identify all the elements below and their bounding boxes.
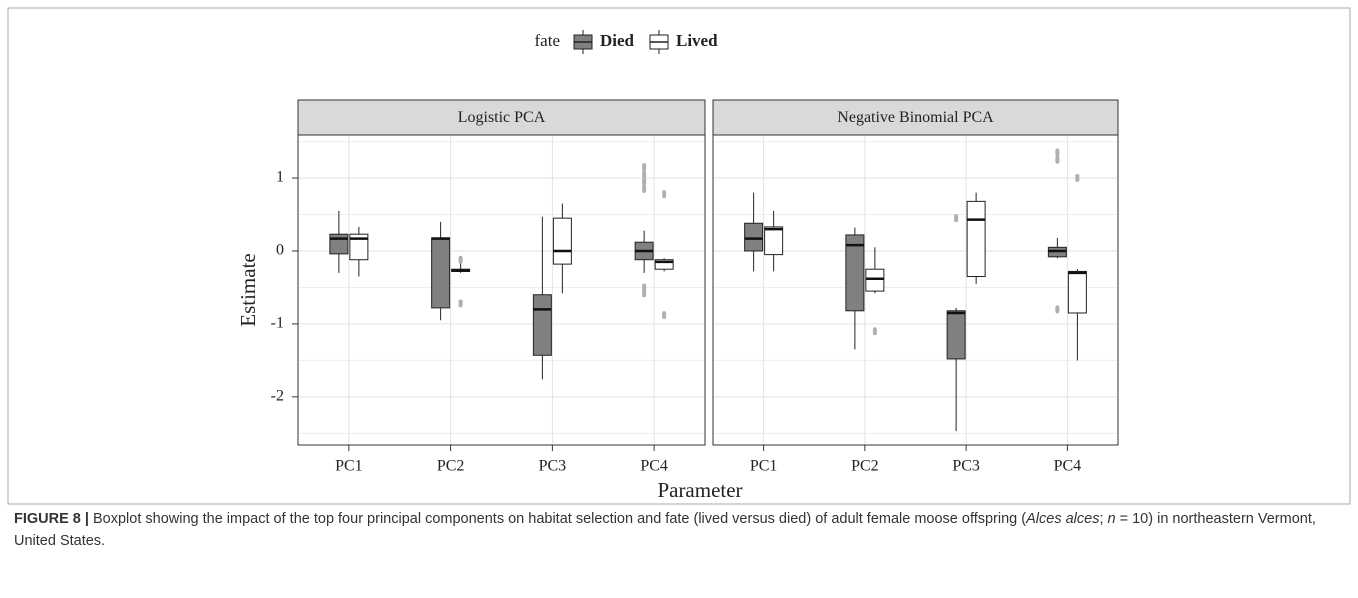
outlier bbox=[662, 311, 667, 320]
caption-text: Boxplot showing the impact of the top fo… bbox=[88, 511, 1027, 527]
caption-label: FIGURE 8 | bbox=[14, 511, 89, 527]
figure-border bbox=[7, 7, 1351, 505]
outlier bbox=[642, 283, 647, 292]
x-tick-label: PC4 bbox=[640, 458, 668, 475]
x-axis-label: Parameter bbox=[657, 478, 742, 502]
x-tick-label: PC3 bbox=[952, 458, 980, 475]
y-tick-label: -1 bbox=[271, 315, 284, 332]
outlier bbox=[872, 327, 877, 336]
y-tick-label: 1 bbox=[276, 169, 284, 186]
caption-italic: Alces alces bbox=[1026, 511, 1100, 527]
strip bbox=[297, 99, 706, 136]
x-tick-label: PC1 bbox=[335, 458, 363, 475]
box bbox=[349, 233, 369, 261]
box bbox=[946, 310, 966, 360]
caption: FIGURE 8 | Boxplot showing the impact of… bbox=[14, 508, 1344, 552]
panel-border bbox=[297, 134, 706, 446]
y-tick-label: 0 bbox=[276, 242, 284, 259]
outlier bbox=[1055, 148, 1060, 157]
y-tick-label: -2 bbox=[271, 388, 284, 405]
legend-label: Lived bbox=[676, 31, 718, 50]
outlier bbox=[642, 184, 647, 193]
strip bbox=[712, 99, 1119, 136]
outlier bbox=[642, 163, 647, 172]
panel-border bbox=[712, 134, 1119, 446]
y-axis-label: Estimate bbox=[236, 253, 260, 326]
caption-italic: n bbox=[1107, 511, 1116, 527]
outlier bbox=[1075, 174, 1080, 183]
box bbox=[1067, 270, 1087, 314]
box bbox=[552, 217, 572, 265]
box bbox=[764, 226, 784, 256]
x-tick-label: PC3 bbox=[539, 458, 567, 475]
outlier bbox=[458, 255, 463, 264]
panel bbox=[713, 135, 1118, 445]
outlier bbox=[642, 177, 647, 186]
box bbox=[865, 268, 885, 292]
outlier bbox=[458, 299, 463, 308]
legend-title: fate bbox=[535, 31, 560, 50]
caption-text: ; bbox=[1099, 511, 1108, 527]
box bbox=[845, 234, 865, 312]
strip-title: Logistic PCA bbox=[458, 109, 546, 126]
x-tick-label: PC2 bbox=[437, 458, 465, 475]
panel bbox=[298, 135, 705, 445]
x-tick-label: PC1 bbox=[750, 458, 778, 475]
box bbox=[966, 200, 986, 278]
outlier bbox=[642, 170, 647, 179]
outlier bbox=[1055, 155, 1060, 164]
box bbox=[744, 222, 764, 252]
legend-label: Died bbox=[600, 31, 635, 50]
box bbox=[532, 294, 552, 356]
x-tick-label: PC2 bbox=[851, 458, 879, 475]
box bbox=[431, 237, 451, 309]
strip-title: Negative Binomial PCA bbox=[837, 109, 994, 126]
outlier bbox=[954, 214, 959, 223]
outlier bbox=[662, 190, 667, 199]
caption-text: = 10) in northeastern Vermont, United St… bbox=[14, 511, 1316, 549]
box bbox=[329, 233, 349, 255]
x-tick-label: PC4 bbox=[1054, 458, 1082, 475]
outlier bbox=[642, 289, 647, 298]
box bbox=[654, 259, 674, 270]
outlier bbox=[1055, 305, 1060, 314]
